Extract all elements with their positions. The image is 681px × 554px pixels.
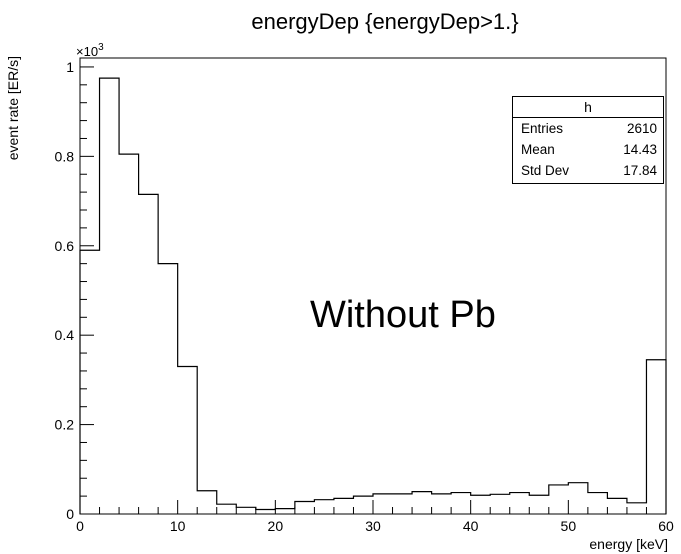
histogram-bin xyxy=(295,501,315,514)
y-tick-label: 0.2 xyxy=(55,417,75,433)
histogram-bin xyxy=(646,360,666,514)
y-tick-label: 0.6 xyxy=(55,238,75,254)
y-multiplier-exponent: 3 xyxy=(98,42,104,53)
stats-row-stddev: Std Dev 17.84 xyxy=(513,160,663,181)
y-tick-label: 0.4 xyxy=(55,327,75,343)
x-tick-label: 40 xyxy=(463,518,479,534)
histogram-bin xyxy=(158,264,178,514)
histogram-bin xyxy=(529,495,549,514)
histogram-bin xyxy=(334,498,354,514)
x-tick-label: 60 xyxy=(658,518,674,534)
y-axis-multiplier: ×103 xyxy=(76,42,104,59)
x-tick-label: 0 xyxy=(76,518,84,534)
histogram-bin xyxy=(549,485,569,514)
y-tick-label: 0 xyxy=(66,506,74,522)
histogram-bin xyxy=(217,504,237,514)
histogram-bin xyxy=(432,494,452,514)
histogram-bin xyxy=(490,494,510,514)
histogram-bin xyxy=(607,498,627,514)
histogram-bin xyxy=(197,491,217,514)
stats-row-mean: Mean 14.43 xyxy=(513,139,663,160)
histogram-bin xyxy=(178,366,198,514)
x-tick-label: 30 xyxy=(365,518,381,534)
x-tick-label: 20 xyxy=(268,518,284,534)
histogram-bin xyxy=(373,494,393,514)
stats-title: h xyxy=(513,97,663,118)
histogram-bin xyxy=(588,493,608,514)
histogram-bin xyxy=(119,154,139,514)
stats-mean-label: Mean xyxy=(521,142,555,157)
stats-box: h Entries 2610 Mean 14.43 Std Dev 17.84 xyxy=(512,96,664,184)
x-axis-label: energy [keV] xyxy=(589,536,668,552)
histogram-bin xyxy=(627,503,647,514)
histogram-bin xyxy=(80,250,100,514)
histogram-bin xyxy=(256,510,276,514)
histogram-bin xyxy=(353,496,373,514)
histogram-bin xyxy=(510,493,530,514)
histogram-bin xyxy=(100,78,120,514)
histogram-bin xyxy=(275,509,295,514)
y-axis-label: event rate [ER/s] xyxy=(5,56,21,160)
histogram-bin xyxy=(451,493,471,514)
stats-mean-value: 14.43 xyxy=(623,142,657,157)
histogram-bin xyxy=(236,507,256,514)
histogram-bin xyxy=(471,495,491,514)
histogram-outline xyxy=(79,77,667,514)
x-tick-label: 50 xyxy=(561,518,577,534)
stats-stddev-value: 17.84 xyxy=(623,163,657,178)
histogram-bin xyxy=(393,494,413,514)
histogram-bin xyxy=(568,483,588,514)
stats-stddev-label: Std Dev xyxy=(521,163,570,178)
chart-title: energyDep {energyDep>1.} xyxy=(251,9,518,34)
stats-entries-value: 2610 xyxy=(626,121,657,136)
y-tick-label: 0.8 xyxy=(55,148,75,164)
axis-tick-labels: 0 10 20 30 40 50 60 0 0.2 0.4 0.6 0.8 1 xyxy=(55,59,674,534)
y-multiplier-base: ×10 xyxy=(76,44,98,59)
histogram-bin xyxy=(412,492,432,514)
histogram-bin xyxy=(314,500,334,514)
stats-row-entries: Entries 2610 xyxy=(513,118,663,139)
y-tick-label: 1 xyxy=(66,59,74,75)
x-tick-label: 10 xyxy=(170,518,186,534)
stats-entries-label: Entries xyxy=(521,121,564,136)
chart-annotation: Without Pb xyxy=(310,294,496,336)
histogram-bin xyxy=(139,194,159,514)
